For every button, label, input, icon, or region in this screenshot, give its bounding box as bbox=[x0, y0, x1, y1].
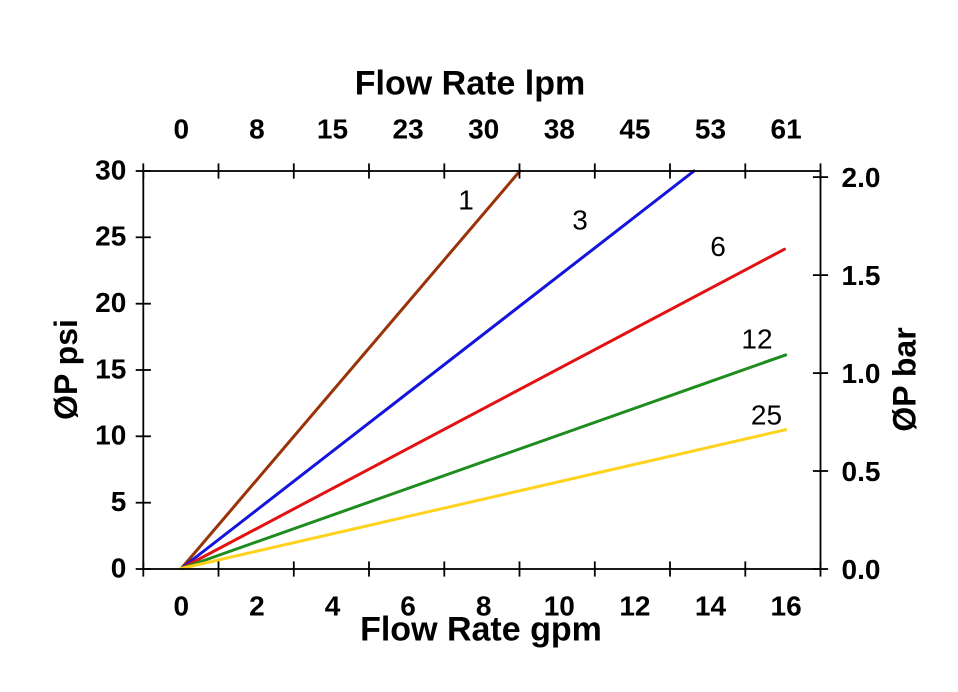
svg-text:12: 12 bbox=[619, 590, 650, 621]
svg-text:20: 20 bbox=[95, 287, 126, 318]
svg-text:10: 10 bbox=[544, 590, 575, 621]
svg-text:Flow Rate gpm: Flow Rate gpm bbox=[360, 611, 602, 649]
svg-text:0: 0 bbox=[174, 114, 190, 145]
svg-text:12: 12 bbox=[741, 324, 772, 355]
svg-text:8: 8 bbox=[249, 114, 265, 145]
svg-text:0: 0 bbox=[111, 552, 127, 583]
svg-text:0: 0 bbox=[174, 590, 190, 621]
svg-text:25: 25 bbox=[751, 400, 782, 431]
svg-text:ØP psi: ØP psi bbox=[48, 319, 84, 420]
svg-text:6: 6 bbox=[710, 231, 726, 262]
svg-text:15: 15 bbox=[95, 353, 126, 384]
svg-text:0.5: 0.5 bbox=[842, 456, 881, 487]
svg-text:Flow Rate lpm: Flow Rate lpm bbox=[355, 65, 585, 103]
svg-text:8: 8 bbox=[476, 590, 492, 621]
svg-text:16: 16 bbox=[771, 590, 802, 621]
svg-text:14: 14 bbox=[695, 590, 727, 621]
svg-text:25: 25 bbox=[95, 221, 126, 252]
svg-text:0.0: 0.0 bbox=[842, 554, 881, 585]
svg-text:30: 30 bbox=[468, 114, 499, 145]
svg-text:2: 2 bbox=[249, 590, 265, 621]
svg-text:3: 3 bbox=[572, 205, 588, 236]
svg-text:30: 30 bbox=[95, 154, 126, 185]
svg-text:1.5: 1.5 bbox=[842, 260, 881, 291]
svg-text:ØP bar: ØP bar bbox=[887, 327, 923, 431]
svg-text:6: 6 bbox=[400, 590, 416, 621]
svg-text:38: 38 bbox=[544, 114, 575, 145]
svg-text:45: 45 bbox=[619, 114, 650, 145]
svg-text:53: 53 bbox=[695, 114, 726, 145]
svg-text:2.0: 2.0 bbox=[842, 162, 881, 193]
svg-text:23: 23 bbox=[393, 114, 424, 145]
svg-text:5: 5 bbox=[111, 486, 127, 517]
svg-text:1: 1 bbox=[458, 185, 474, 216]
svg-text:15: 15 bbox=[317, 114, 348, 145]
svg-text:61: 61 bbox=[771, 114, 802, 145]
svg-text:10: 10 bbox=[95, 420, 126, 451]
svg-text:1.0: 1.0 bbox=[842, 358, 881, 389]
svg-text:4: 4 bbox=[325, 590, 341, 621]
